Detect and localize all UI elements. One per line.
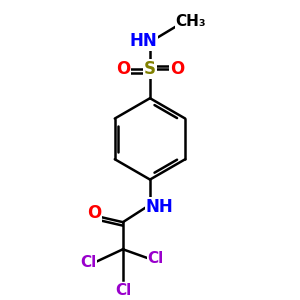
Text: HN: HN (129, 32, 157, 50)
Text: Cl: Cl (115, 284, 131, 298)
Text: O: O (116, 60, 130, 78)
Text: Cl: Cl (80, 255, 96, 270)
Text: CH₃: CH₃ (176, 14, 206, 29)
Text: O: O (170, 60, 184, 78)
Text: NH: NH (146, 198, 174, 216)
Text: Cl: Cl (148, 251, 164, 266)
Text: S: S (144, 60, 156, 78)
Text: O: O (87, 204, 101, 222)
